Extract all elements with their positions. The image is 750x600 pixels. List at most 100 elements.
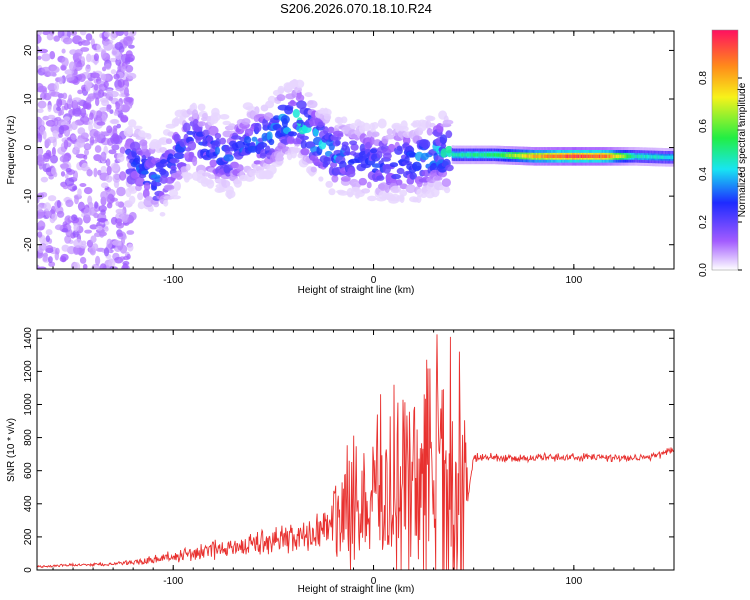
spectrogram-cell — [125, 64, 134, 73]
spectrogram-cell — [37, 204, 43, 211]
colorbar-label: Normalized spectral amplitude — [737, 82, 748, 217]
spectrogram-y-axis-label: Frequency (Hz) — [6, 116, 17, 185]
colorbar-ticks: 0.0 0.2 0.4 0.6 0.8 — [698, 71, 742, 277]
spectrogram-cell — [552, 154, 555, 158]
spectrogram-cell — [451, 152, 454, 157]
spectrogram-cell — [268, 138, 275, 146]
spectrogram-cell — [127, 216, 132, 224]
spectrogram-cell — [37, 55, 42, 61]
spectrogram-cell — [97, 169, 102, 176]
spectrogram-cell — [110, 119, 119, 124]
spectrogram-cell — [185, 163, 191, 171]
spectrogram-cell — [82, 102, 92, 109]
spectrogram-cell — [47, 71, 57, 77]
spectrogram-cell — [127, 243, 134, 252]
spectrogram-cell — [96, 43, 101, 52]
spectrogram-cell — [657, 155, 660, 159]
spectrogram-cell — [165, 138, 173, 145]
spectrogram-cell — [68, 94, 73, 103]
spectrogram-cell — [43, 202, 52, 212]
spectrogram-cell — [486, 153, 489, 157]
spectrogram-cell — [65, 74, 75, 81]
spectrogram-cell — [632, 154, 635, 158]
spectrogram-y-ticks: -20 -10 0 10 20 — [23, 44, 674, 252]
spectrogram-cell — [485, 153, 488, 157]
spectrogram-cell — [116, 152, 125, 163]
spectrogram-cell — [576, 154, 579, 158]
spectrogram-cell — [37, 108, 44, 114]
spectrogram-cell — [400, 120, 408, 130]
spectrogram-cell — [503, 153, 506, 157]
spectrogram-cell — [95, 97, 100, 107]
spectrogram-cell — [520, 154, 523, 158]
spectrogram-cell — [618, 154, 621, 158]
spectrogram-cell — [434, 176, 443, 181]
spectrogram-cell — [115, 52, 122, 61]
x-tick-label: -100 — [163, 275, 183, 286]
snr-y-ticks: 0 200 400 600 800 1000 1200 1400 — [23, 327, 674, 573]
spectrogram-cell — [615, 154, 618, 158]
spectrogram-cell — [538, 154, 541, 158]
spectrogram-cell — [64, 173, 69, 179]
spectrogram-cell — [655, 155, 658, 159]
spectrogram-cell — [445, 164, 454, 172]
spectrogram-cell — [87, 195, 93, 205]
spectrogram-cell — [45, 235, 51, 243]
spectrogram-cells — [37, 31, 674, 269]
spectrogram-cell — [607, 154, 610, 158]
spectrogram-cell — [636, 154, 639, 159]
spectrogram-cell — [103, 80, 109, 88]
spectrogram-cell — [584, 154, 588, 158]
spectrogram-cell — [42, 89, 48, 94]
spectrogram-cell — [52, 130, 59, 137]
spectrogram-cell — [64, 102, 69, 111]
spectrogram-cell — [556, 154, 559, 158]
y-tick-label: 800 — [23, 429, 34, 446]
spectrogram-cell — [90, 235, 97, 243]
spectrogram-cell — [411, 161, 422, 172]
spectrogram-cell — [454, 153, 457, 157]
spectrogram-cell — [586, 154, 589, 158]
spectrogram-cell — [284, 104, 294, 111]
spectrogram-cell — [117, 78, 125, 88]
spectrogram-cell — [496, 153, 499, 157]
spectrogram-cell — [93, 53, 99, 62]
spectrogram-cell — [86, 96, 95, 102]
spectrogram-cell — [39, 125, 45, 136]
spectrogram-cell — [540, 154, 543, 158]
spectrogram-cell — [267, 95, 276, 104]
spectrogram-cell — [455, 153, 459, 157]
spectrogram-cell — [62, 92, 68, 100]
spectrogram-cell — [570, 154, 573, 158]
spectrogram-cell — [646, 155, 649, 159]
spectrogram-cell — [384, 183, 390, 193]
snr-x-ticks: -100 0 100 — [52, 330, 675, 587]
spectrogram-cell — [107, 193, 114, 200]
spectrogram-cell — [225, 189, 236, 199]
spectrogram-cell — [601, 154, 604, 158]
spectrogram-cell — [41, 66, 51, 73]
y-tick-label: 0 — [23, 567, 34, 573]
spectrogram-cell — [335, 139, 341, 146]
spectrogram-cell — [337, 133, 344, 138]
spectrogram-cell — [600, 154, 603, 158]
spectrogram-cell — [510, 153, 513, 158]
spectrogram-cell — [292, 108, 300, 118]
spectrogram-cell — [524, 154, 527, 158]
spectrogram-cell — [116, 123, 121, 129]
spectrogram-cell — [78, 73, 86, 82]
colorbar-tick-label: 0.0 — [698, 263, 709, 277]
spectrogram-cell — [210, 112, 221, 122]
spectrogram-cell — [416, 195, 422, 204]
spectrogram-cell — [533, 154, 536, 158]
spectrogram-cell — [649, 155, 652, 159]
spectrogram-cell — [173, 133, 181, 143]
spectrogram-cell — [61, 57, 69, 67]
spectrogram-cell — [120, 114, 129, 123]
spectrogram-cell — [54, 81, 59, 92]
spectrogram-cell — [350, 143, 359, 151]
spectrogram-cell — [408, 152, 417, 158]
spectrogram-cell — [79, 183, 87, 187]
colorbar: 0.0 0.2 0.4 0.6 0.8 Normalized spectral ampl… — [698, 29, 748, 277]
snr-panel: -100 0 100 0 200 400 600 800 1000 1200 1400 Heigh… — [6, 327, 675, 595]
